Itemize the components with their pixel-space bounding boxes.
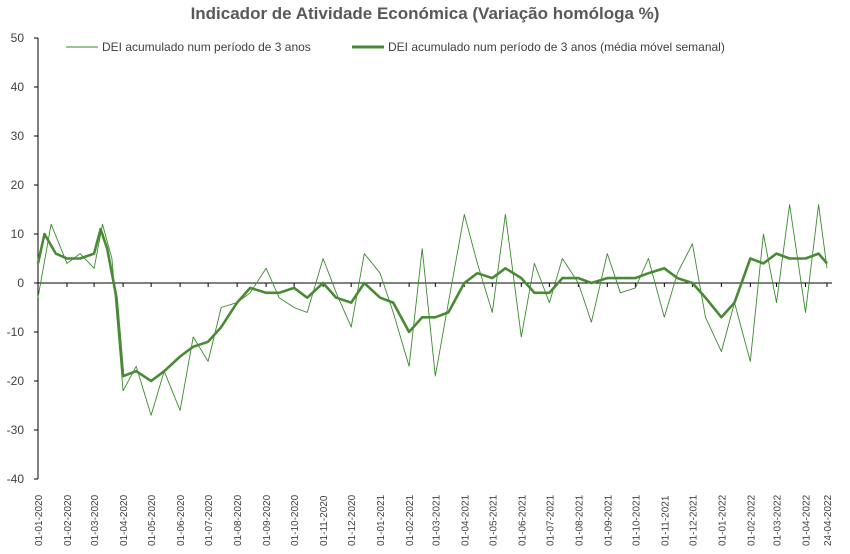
y-tick-label: 50 bbox=[11, 31, 25, 45]
x-tick-label: 01-03-2022 bbox=[773, 494, 784, 546]
y-tick-label: -30 bbox=[7, 423, 25, 437]
x-tick-label: 01-02-2020 bbox=[63, 494, 74, 546]
y-tick-label: -20 bbox=[7, 374, 25, 388]
x-tick-label: 01-04-2021 bbox=[460, 494, 471, 546]
x-tick-label: 01-09-2020 bbox=[262, 494, 273, 546]
x-tick-label: 01-05-2020 bbox=[147, 494, 158, 546]
x-tick-label: 01-08-2021 bbox=[574, 494, 585, 546]
x-tick-label: 01-03-2020 bbox=[90, 494, 101, 546]
series-lines bbox=[36, 204, 828, 416]
x-tick-label: 01-01-2020 bbox=[34, 494, 45, 546]
x-tick-label: 01-08-2020 bbox=[233, 494, 244, 546]
x-tick-label: 01-04-2022 bbox=[801, 494, 812, 546]
x-tick-label: 01-06-2021 bbox=[517, 494, 528, 546]
legend-label-daily: DEI acumulado num período de 3 anos bbox=[102, 40, 311, 54]
x-tick-label: 01-11-2021 bbox=[660, 495, 671, 546]
y-tick-label: -10 bbox=[7, 325, 25, 339]
x-tick-label: 01-04-2020 bbox=[119, 494, 130, 546]
legend-label-weekly: DEI acumulado num período de 3 anos (méd… bbox=[388, 40, 725, 54]
x-axis: 01-01-2020 01-02-2020 01-03-2020 01-04-2020… bbox=[34, 282, 834, 546]
y-tick-label: 10 bbox=[11, 227, 25, 241]
x-tick-label: 01-05-2021 bbox=[488, 494, 499, 546]
series-line-daily bbox=[37, 204, 828, 416]
x-tick-label: 01-10-2021 bbox=[631, 494, 642, 546]
y-axis: 50 40 30 20 10 0 -10 -20 -30 -40 bbox=[7, 31, 39, 486]
legend: DEI acumulado num período de 3 anos DEI … bbox=[66, 40, 725, 54]
x-tick-label: 01-02-2022 bbox=[746, 494, 757, 546]
chart-title: Indicador de Atividade Económica (Variaç… bbox=[190, 4, 660, 23]
x-tick-label: 01-11-2020 bbox=[319, 495, 330, 546]
x-tick-label: 01-01-2021 bbox=[376, 494, 387, 546]
y-tick-label: 40 bbox=[11, 80, 25, 94]
y-tick-label: -40 bbox=[7, 472, 25, 486]
y-tick-label: 0 bbox=[17, 276, 24, 290]
x-tick-label: 01-03-2021 bbox=[431, 494, 442, 546]
y-tick-label: 20 bbox=[11, 178, 25, 192]
series-line-weekly-average bbox=[36, 227, 828, 383]
x-tick-label: 01-10-2020 bbox=[290, 494, 301, 546]
x-tick-label: 01-07-2021 bbox=[545, 494, 556, 546]
x-tick-label: 01-01-2022 bbox=[717, 494, 728, 546]
x-tick-label: 01-06-2020 bbox=[176, 494, 187, 546]
x-tick-label: 24-04-2022 bbox=[823, 494, 834, 546]
x-tick-label: 01-09-2021 bbox=[603, 494, 614, 546]
x-tick-label: 01-12-2021 bbox=[688, 494, 699, 546]
x-tick-label: 01-02-2021 bbox=[405, 494, 416, 546]
y-tick-label: 30 bbox=[11, 129, 25, 143]
x-tick-label: 01-12-2020 bbox=[347, 494, 358, 546]
x-tick-label: 01-07-2020 bbox=[204, 494, 215, 546]
